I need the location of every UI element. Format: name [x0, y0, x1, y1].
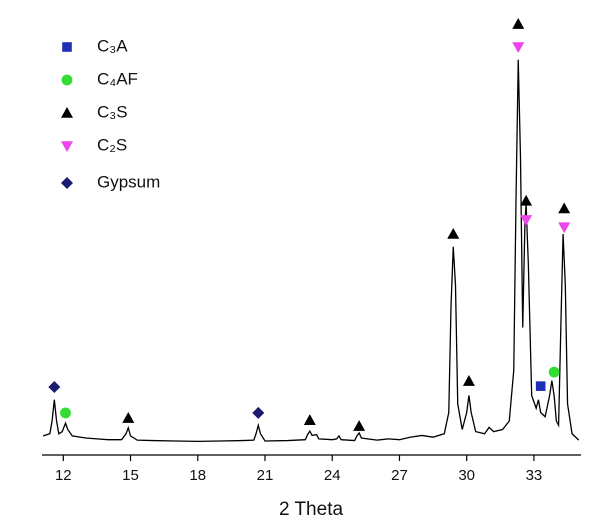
marker-triangle-up — [558, 202, 571, 214]
x-tick-label: 12 — [55, 467, 72, 484]
marker-triangle-down — [558, 222, 571, 234]
marker-circle — [60, 407, 71, 419]
x-tick-label: 21 — [257, 467, 274, 484]
marker-triangle-up — [122, 412, 135, 423]
marker-triangle-down — [61, 141, 73, 152]
marker-triangle-up — [61, 107, 73, 118]
marker-diamond — [61, 177, 73, 189]
x-axis-title: 2 Theta — [279, 499, 344, 520]
legend-label: C₃S — [97, 102, 128, 121]
x-tick-label: 18 — [189, 467, 206, 484]
marker-circle — [61, 74, 73, 86]
marker-triangle-up — [353, 420, 366, 431]
pattern-line — [42, 59, 580, 443]
marker-triangle-up — [512, 18, 525, 29]
marker-triangle-up — [462, 375, 475, 386]
marker-square — [62, 42, 72, 52]
x-tick-label: 33 — [526, 467, 543, 484]
x-tick-label: 27 — [391, 467, 408, 484]
marker-circle — [548, 366, 560, 378]
marker-triangle-up — [447, 228, 460, 239]
marker-triangle-up — [520, 194, 533, 206]
legend-label: C₄AF — [97, 69, 138, 88]
marker-diamond — [252, 406, 265, 419]
marker-diamond — [48, 381, 61, 393]
marker-triangle-down — [520, 215, 533, 226]
legend-label: Gypsum — [97, 172, 160, 191]
marker-triangle-up — [303, 414, 316, 425]
x-tick-label: 24 — [324, 467, 341, 484]
legend-label: C₂S — [97, 135, 127, 154]
marker-square — [535, 381, 546, 391]
x-tick-label: 30 — [458, 467, 475, 484]
x-tick-label: 15 — [122, 467, 139, 484]
legend-label: C₃A — [97, 36, 128, 55]
marker-triangle-down — [512, 42, 525, 53]
